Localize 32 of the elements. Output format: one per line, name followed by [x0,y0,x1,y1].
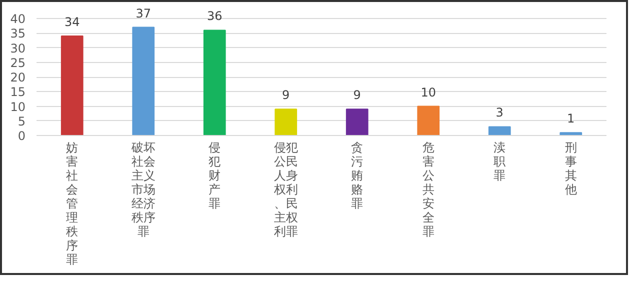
y-tick-label: 5 [18,114,26,128]
x-tick-label: 渎职罪 [494,140,506,182]
bar [488,126,511,136]
bar [346,108,368,136]
y-tick-label: 40 [10,12,26,26]
data-label: 1 [567,112,575,126]
bar [132,26,155,136]
y-tick-label: 10 [10,100,26,114]
category-label: 妨害社会管理秩序罪 [66,140,78,266]
bar [417,106,440,136]
y-tick-label: 25 [10,56,26,70]
data-label: 10 [420,85,436,100]
y-tick-label: 35 [10,26,26,41]
x-tick-label: 危害公共安全罪 [422,140,434,238]
data-label: 9 [353,88,361,102]
y-tick-label: 20 [10,70,26,84]
y-tick-label: 0 [18,129,26,143]
x-tick-label: 侵犯公民人身权利、民主权利罪 [272,140,298,238]
data-label: 3 [496,106,504,120]
data-label: 34 [64,15,80,30]
y-tick-label: 30 [10,41,26,56]
data-label: 9 [282,88,290,102]
x-tick-label: 刑事其他 [564,140,577,196]
x-tick-label: 破坏社会主义市场经济秩序罪 [130,140,156,238]
bar [60,36,84,136]
x-tick-label: 侵犯财产罪 [208,140,221,210]
x-tick-label: 贪污贿赂罪 [351,140,364,210]
data-label: 37 [136,6,152,20]
bar [203,30,226,136]
bar [274,108,298,136]
data-label: 36 [206,9,222,24]
y-tick-label: 15 [10,85,26,100]
